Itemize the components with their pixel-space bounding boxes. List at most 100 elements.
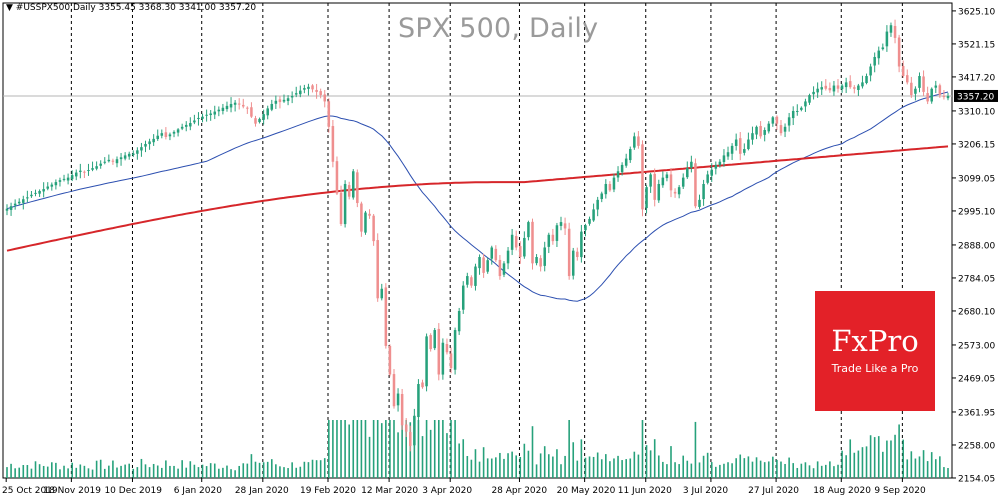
candle-body <box>698 199 701 207</box>
candle-body <box>87 170 90 172</box>
candle-body <box>755 126 758 135</box>
candle <box>885 25 889 52</box>
candle-body <box>702 183 705 200</box>
candle-body <box>83 171 86 173</box>
y-tick-label: 3099.05 <box>958 174 995 184</box>
candle <box>5 204 9 216</box>
candle <box>877 46 881 65</box>
candle-body <box>730 145 734 154</box>
candle-body <box>604 183 608 195</box>
candle <box>734 133 738 151</box>
candle-body <box>628 149 632 161</box>
candle <box>669 167 673 198</box>
candle <box>299 85 302 98</box>
candle-body <box>722 155 726 162</box>
candle-body <box>612 177 616 190</box>
candle-body <box>242 104 245 107</box>
candle <box>303 84 306 94</box>
candle <box>494 245 498 263</box>
fxpro-logo: FxPro Trade Like a Pro <box>815 291 935 411</box>
candle <box>99 160 102 169</box>
candle-body <box>877 50 881 59</box>
candle-body <box>433 330 436 349</box>
candle-body <box>286 98 290 102</box>
candle-body <box>5 208 9 211</box>
candle <box>840 83 844 93</box>
candle <box>315 83 318 99</box>
candle <box>718 159 722 168</box>
candle-body <box>620 164 624 173</box>
candle <box>50 182 54 191</box>
candle-body <box>592 209 595 221</box>
candle <box>633 132 636 150</box>
candle <box>751 126 754 145</box>
candle-body <box>274 100 278 104</box>
x-tick-label: 3 Apr 2020 <box>422 486 472 496</box>
candle <box>506 247 510 270</box>
candle <box>136 147 139 160</box>
logo-tagline: Trade Like a Pro <box>831 362 919 375</box>
candle <box>144 140 147 153</box>
x-tick-label: 27 Jul 2020 <box>748 486 799 496</box>
candle-body <box>665 174 669 179</box>
candle <box>197 112 200 126</box>
candle <box>681 173 685 190</box>
candle-body <box>229 103 233 108</box>
candle <box>286 95 290 106</box>
x-tick-label: 18 Nov 2019 <box>43 486 101 496</box>
candle-body <box>278 99 282 103</box>
candle-body <box>323 94 327 102</box>
candle <box>783 123 787 138</box>
candle-body <box>425 336 428 387</box>
candle-body <box>885 31 889 47</box>
candle <box>262 109 265 125</box>
candle-body <box>661 177 665 186</box>
candle <box>184 121 188 132</box>
x-tick-label: 12 Mar 2020 <box>361 486 418 496</box>
candle-body <box>34 192 37 194</box>
candle <box>563 217 567 235</box>
candle <box>628 146 632 163</box>
candle <box>46 182 49 191</box>
y-tick-label: 3521.15 <box>958 40 995 50</box>
candle-body <box>535 257 538 264</box>
candle-body <box>857 85 860 90</box>
candle-body <box>881 47 885 50</box>
candle-body <box>506 250 510 264</box>
candle <box>79 163 82 179</box>
candle <box>848 75 852 89</box>
y-tick-label: 2258.00 <box>958 441 995 451</box>
candle-body <box>938 85 942 96</box>
candle-body <box>50 184 54 187</box>
candle-body <box>168 134 172 137</box>
candle <box>645 185 648 214</box>
candle <box>343 180 347 228</box>
candle <box>555 222 559 247</box>
candle-body <box>531 221 534 264</box>
candle <box>396 388 400 412</box>
candle-body <box>926 93 929 102</box>
candle <box>535 254 538 266</box>
candle-body <box>429 335 432 350</box>
candle-body <box>779 125 783 134</box>
candle-body <box>461 285 465 310</box>
candle <box>726 146 730 160</box>
candle <box>205 109 208 122</box>
candle-body <box>490 247 494 259</box>
candle-body <box>331 126 335 162</box>
candle-body <box>360 203 363 232</box>
candle <box>372 213 375 246</box>
candle <box>274 95 278 110</box>
candle <box>482 253 485 278</box>
candle <box>140 142 143 157</box>
candle-body <box>95 166 98 169</box>
y-tick-label: 3625.10 <box>958 7 995 17</box>
candle-body <box>148 141 151 145</box>
candle-body <box>897 37 901 67</box>
candle-body <box>808 95 811 103</box>
candle <box>34 189 37 197</box>
candle-body <box>946 96 950 99</box>
candle <box>498 254 502 280</box>
candle-body <box>388 345 392 375</box>
